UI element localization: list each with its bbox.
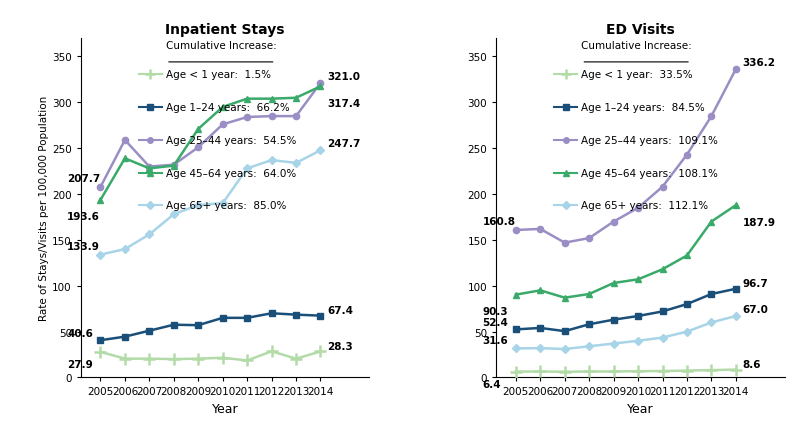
Text: Age < 1 year:  33.5%: Age < 1 year: 33.5%	[582, 69, 693, 79]
X-axis label: Year: Year	[212, 402, 239, 415]
Text: 193.6: 193.6	[67, 212, 100, 222]
Text: Age 65+ years:  112.1%: Age 65+ years: 112.1%	[582, 201, 709, 211]
Text: 67.4: 67.4	[328, 305, 354, 315]
Text: 52.4: 52.4	[482, 318, 508, 328]
Text: Age 1–24 years:  66.2%: Age 1–24 years: 66.2%	[166, 102, 290, 112]
Text: 31.6: 31.6	[482, 335, 508, 345]
Title: Inpatient Stays: Inpatient Stays	[165, 23, 285, 36]
Text: Cumulative Increase:: Cumulative Increase:	[166, 41, 277, 51]
Text: 247.7: 247.7	[328, 139, 361, 149]
Text: 67.0: 67.0	[743, 304, 769, 314]
Text: Age 45–64 years:  108.1%: Age 45–64 years: 108.1%	[582, 168, 718, 178]
Y-axis label: Rate of Stays/Visits per 100,000 Population: Rate of Stays/Visits per 100,000 Populat…	[40, 96, 49, 321]
Text: 8.6: 8.6	[743, 359, 761, 369]
Text: 133.9: 133.9	[67, 242, 100, 252]
Title: ED Visits: ED Visits	[606, 23, 675, 36]
Text: 90.3: 90.3	[482, 306, 508, 316]
Text: 6.4: 6.4	[482, 379, 501, 389]
X-axis label: Year: Year	[627, 402, 654, 415]
Text: Age 25–44 years:  109.1%: Age 25–44 years: 109.1%	[582, 135, 718, 145]
Text: 321.0: 321.0	[328, 72, 360, 82]
Text: Cumulative Increase:: Cumulative Increase:	[582, 41, 693, 51]
Text: Age 25–44 years:  54.5%: Age 25–44 years: 54.5%	[166, 135, 296, 145]
Text: 27.9: 27.9	[67, 359, 93, 369]
Text: 187.9: 187.9	[743, 217, 776, 227]
Text: 160.8: 160.8	[482, 217, 515, 227]
Text: 207.7: 207.7	[67, 174, 100, 184]
Text: 317.4: 317.4	[328, 99, 361, 108]
Text: 96.7: 96.7	[743, 278, 769, 288]
Text: Age 45–64 years:  64.0%: Age 45–64 years: 64.0%	[166, 168, 296, 178]
Text: Age 1–24 years:  84.5%: Age 1–24 years: 84.5%	[582, 102, 705, 112]
Text: Age 65+ years:  85.0%: Age 65+ years: 85.0%	[166, 201, 286, 211]
Text: 28.3: 28.3	[328, 341, 354, 351]
Text: Age < 1 year:  1.5%: Age < 1 year: 1.5%	[166, 69, 271, 79]
Text: 40.6: 40.6	[67, 328, 93, 338]
Text: 336.2: 336.2	[743, 58, 776, 68]
